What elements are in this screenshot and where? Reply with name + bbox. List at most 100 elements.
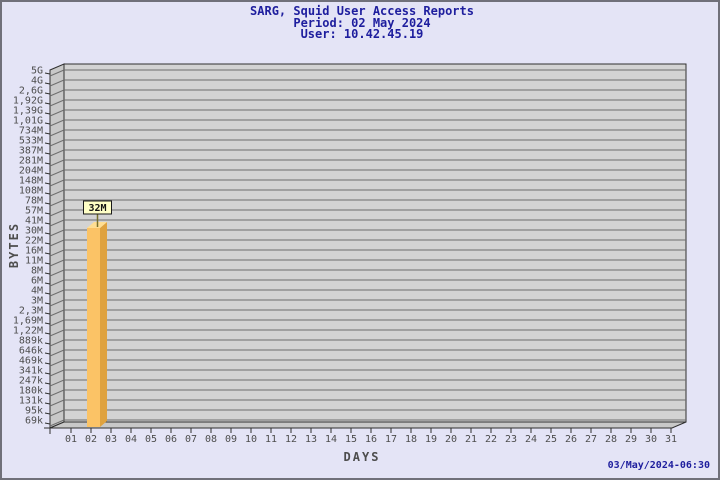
x-tick-label: 23 [505, 434, 517, 445]
gridline-wall [49, 259, 65, 267]
y-tick-label: 108M [19, 186, 43, 197]
y-tick-label: 78M [25, 196, 43, 207]
x-tick-label: 31 [665, 434, 677, 445]
y-tick [44, 422, 51, 425]
y-tick [44, 302, 51, 305]
y-tick [44, 322, 51, 325]
y-tick [44, 282, 51, 285]
y-tick [44, 332, 51, 335]
gridline-wall [49, 389, 65, 397]
gridline-wall [49, 289, 65, 297]
x-tick-label: 14 [325, 434, 337, 445]
bar-side-face [100, 221, 107, 427]
x-tick-label: 03 [105, 434, 117, 445]
x-tick-label: 13 [305, 434, 317, 445]
y-tick [44, 132, 51, 135]
y-tick-label: 1,92G [13, 96, 43, 107]
y-tick [44, 232, 51, 235]
y-tick-label: 469k [19, 356, 43, 367]
gridline-wall [49, 249, 65, 257]
x-tick-label: 07 [185, 434, 197, 445]
gridline-wall [49, 299, 65, 307]
x-tick-label: 29 [625, 434, 637, 445]
bar-front-face [87, 227, 100, 427]
y-tick-label: 6M [31, 276, 43, 287]
gridline-wall [49, 179, 65, 187]
gridline-wall [49, 69, 65, 77]
x-tick-label: 17 [385, 434, 397, 445]
y-tick [44, 92, 51, 95]
y-tick-label: 2,3M [19, 306, 43, 317]
y-tick [44, 312, 51, 315]
gridline-wall [49, 279, 65, 287]
y-tick-label: 8M [31, 266, 43, 277]
plot-back-wall [63, 63, 687, 423]
y-tick [44, 342, 51, 345]
chart-header: SARG, Squid User Access Reports Period: … [2, 5, 718, 41]
y-tick-label: 533M [19, 136, 43, 147]
gridline-wall [49, 119, 65, 127]
x-tick-label: 27 [585, 434, 597, 445]
gridline-wall [49, 89, 65, 97]
gridline-wall [49, 319, 65, 327]
y-tick [44, 192, 51, 195]
y-tick-label: 57M [25, 206, 43, 217]
y-tick-label: 281M [19, 156, 43, 167]
gridline-wall [49, 349, 65, 357]
y-tick [44, 352, 51, 355]
gridline-wall [49, 239, 65, 247]
gridline-wall [49, 199, 65, 207]
y-tick [44, 272, 51, 275]
plot-floor [49, 421, 687, 429]
y-tick-label: 1,39G [13, 106, 43, 117]
y-tick [44, 112, 51, 115]
x-tick-label: 06 [165, 434, 177, 445]
bar-value-label: 32M [88, 203, 106, 214]
gridline-wall [49, 329, 65, 337]
x-tick-label: 25 [545, 434, 557, 445]
y-tick [44, 152, 51, 155]
x-tick-label: 30 [645, 434, 657, 445]
gridline-wall [49, 419, 65, 427]
x-tick-label: 01 [65, 434, 77, 445]
x-tick-label: 16 [365, 434, 377, 445]
gridline-wall [49, 209, 65, 217]
gridline-wall [49, 269, 65, 277]
gridline-wall [49, 79, 65, 87]
gridline-wall [49, 379, 65, 387]
gridline-wall [49, 219, 65, 227]
y-tick-label: 204M [19, 166, 43, 177]
x-tick-label: 05 [145, 434, 157, 445]
gridline-wall [49, 399, 65, 407]
x-tick-label: 18 [405, 434, 417, 445]
y-tick-label: 95k [25, 406, 43, 417]
y-tick-label: 4M [31, 286, 43, 297]
y-tick-label: 5G [31, 66, 43, 77]
y-tick-label: 3M [31, 296, 43, 307]
y-tick [44, 182, 51, 185]
x-tick-label: 04 [125, 434, 137, 445]
y-tick-label: 41M [25, 216, 43, 227]
x-tick-label: 02 [85, 434, 97, 445]
y-tick-label: 1,01G [13, 116, 43, 127]
y-tick-label: 889k [19, 336, 43, 347]
y-tick [44, 412, 51, 415]
x-tick-label: 15 [345, 434, 357, 445]
x-tick-label: 26 [565, 434, 577, 445]
y-tick [44, 242, 51, 245]
y-tick-label: 646k [19, 346, 43, 357]
y-tick [44, 82, 51, 85]
x-tick-label: 24 [525, 434, 537, 445]
x-tick-label: 21 [465, 434, 477, 445]
y-tick [44, 292, 51, 295]
y-tick-label: 734M [19, 126, 43, 137]
gridline-wall [49, 309, 65, 317]
y-tick-label: 69k [25, 416, 43, 427]
gridline-wall [49, 159, 65, 167]
x-tick-label: 22 [485, 434, 497, 445]
y-tick [44, 142, 51, 145]
gridline-wall [49, 189, 65, 197]
value-box [83, 200, 112, 215]
